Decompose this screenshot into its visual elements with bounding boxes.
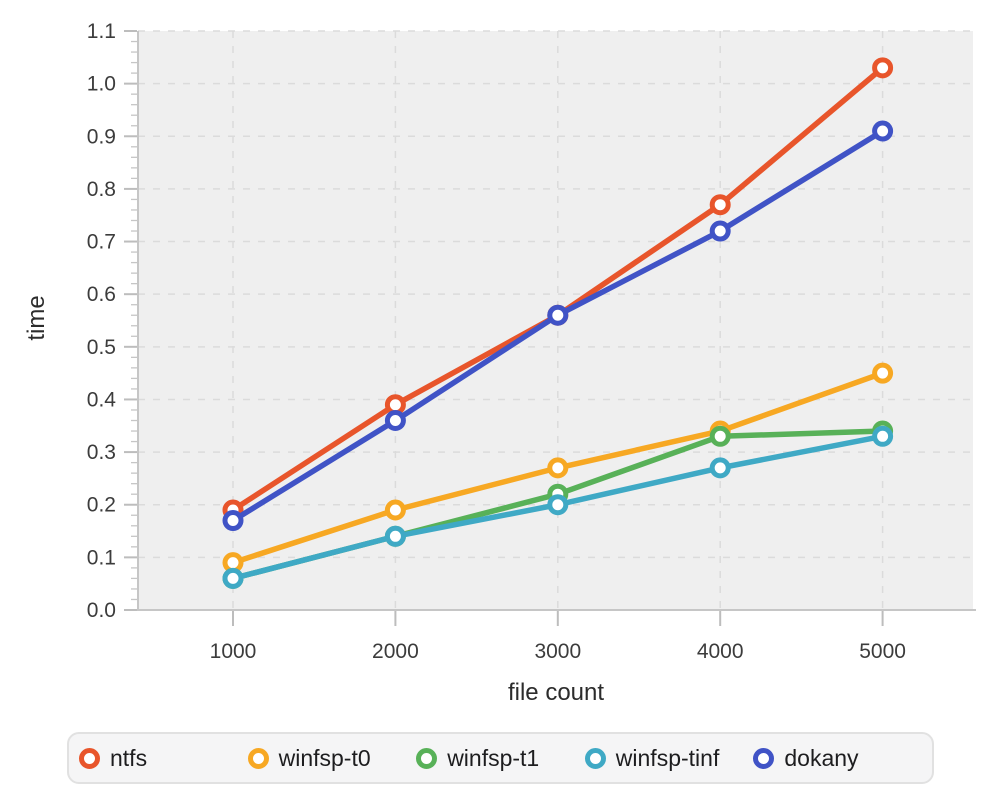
plot-generated: 0.0 0.1 0.2 0.3 0.4 0.5 0.6 0.7 0.8 0.9 1.0 1.1 1000… <box>87 20 976 663</box>
marker-dokany-4000 <box>709 220 731 242</box>
marker-winfsp-tinf-3000 <box>547 494 569 516</box>
legend-item-ntfs[interactable]: ntfs <box>79 745 248 772</box>
y-tick-label: 0.5 <box>87 336 116 359</box>
legend-marker-icon <box>247 747 269 769</box>
marker-winfsp-tinf-1000 <box>222 567 244 589</box>
legend-item-winfsp-t1[interactable]: winfsp-t1 <box>416 745 585 772</box>
line-chart: 0.0 0.1 0.2 0.3 0.4 0.5 0.6 0.7 0.8 0.9 1.0 1.1 1000… <box>23 20 976 706</box>
marker-winfsp-t0-2000 <box>384 499 406 521</box>
marker-winfsp-t1-4000 <box>709 425 731 447</box>
legend: ntfs winfsp-t0 winfsp-t1 winfsp-tinf dokany <box>67 732 934 784</box>
legend-label: ntfs <box>110 744 148 771</box>
legend-label: winfsp-t1 <box>447 744 540 771</box>
series-winfsp-tinf <box>222 425 894 589</box>
y-tick-label: 0.7 <box>87 231 116 254</box>
x-tick-label: 5000 <box>859 640 906 663</box>
legend-marker-icon <box>584 747 606 769</box>
legend-item-dokany[interactable]: dokany <box>753 745 922 772</box>
legend-marker-icon <box>416 747 438 769</box>
legend-item-winfsp-tinf[interactable]: winfsp-tinf <box>584 744 754 772</box>
y-tick-label: 0.8 <box>87 178 116 201</box>
y-tick-label: 0.0 <box>87 599 116 622</box>
y-tick-label: 0.3 <box>87 441 116 464</box>
legend-label: winfsp-tinf <box>615 744 720 771</box>
y-tick-label: 0.9 <box>87 125 116 148</box>
series-dokany <box>222 120 894 532</box>
x-tick-label: 4000 <box>697 640 744 663</box>
marker-dokany-2000 <box>384 410 406 432</box>
y-tick-label: 0.2 <box>87 494 116 517</box>
marker-ntfs-5000 <box>872 57 894 79</box>
y-tick-label: 1.0 <box>87 73 116 96</box>
marker-winfsp-tinf-5000 <box>872 425 894 447</box>
x-axis-label: file count <box>508 679 604 706</box>
legend-marker-icon <box>79 747 100 769</box>
y-tick-label: 1.1 <box>87 20 116 43</box>
y-tick-label: 0.4 <box>87 388 117 411</box>
x-tick-label: 1000 <box>210 640 257 663</box>
y-tick-label: 0.6 <box>87 283 116 306</box>
y-axis-label: time <box>23 295 50 340</box>
marker-winfsp-t0-3000 <box>547 457 569 479</box>
marker-dokany-1000 <box>222 510 244 532</box>
marker-winfsp-tinf-2000 <box>384 525 406 547</box>
marker-winfsp-t0-5000 <box>872 362 894 384</box>
legend-label: winfsp-t0 <box>278 744 371 771</box>
legend-item-winfsp-t0[interactable]: winfsp-t0 <box>247 744 417 772</box>
marker-winfsp-tinf-4000 <box>709 457 731 479</box>
legend-label: dokany <box>784 744 859 771</box>
marker-ntfs-4000 <box>709 194 731 216</box>
x-tick-label: 2000 <box>372 640 419 663</box>
marker-dokany-3000 <box>547 304 569 326</box>
legend-marker-icon <box>753 747 775 769</box>
marker-dokany-5000 <box>872 120 894 142</box>
x-tick-label: 3000 <box>534 640 581 663</box>
y-tick-label: 0.1 <box>87 546 116 569</box>
